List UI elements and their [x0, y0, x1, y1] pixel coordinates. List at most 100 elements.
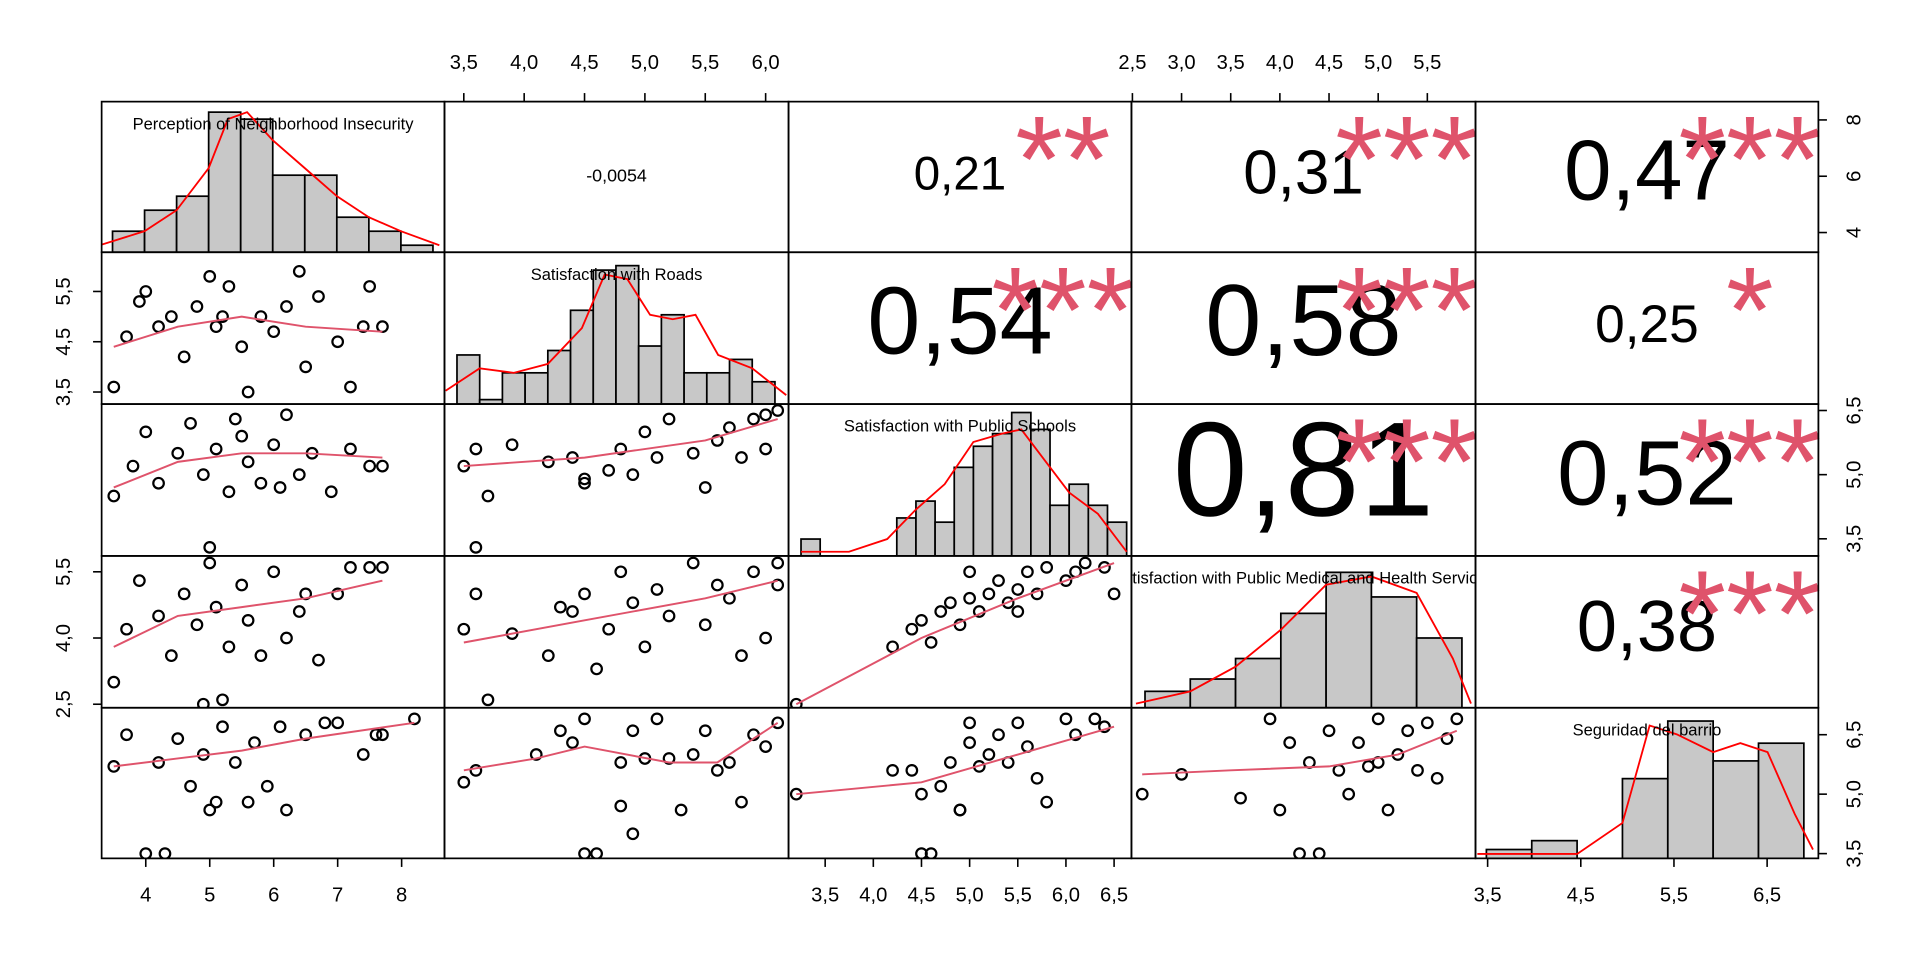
- histogram-bar: [991, 432, 1013, 556]
- histogram-bar: [1370, 596, 1418, 708]
- x-tick-label: 5,0: [1364, 52, 1392, 74]
- scatter-point: [626, 468, 640, 482]
- scatter-point: [267, 325, 281, 339]
- scatter-panel: [789, 712, 1115, 859]
- x-tick-label: 7: [332, 885, 343, 907]
- x-tick-label: 4: [140, 885, 151, 907]
- scatter-point: [241, 613, 255, 627]
- scatter-point: [1059, 712, 1073, 726]
- scatter-point: [408, 712, 421, 726]
- correlation-value: 0,47: [1564, 123, 1730, 218]
- scatter-point: [686, 446, 700, 460]
- scatter-point: [886, 764, 899, 777]
- histogram-bar: [1325, 571, 1373, 708]
- scatter-point: [944, 756, 957, 769]
- scatter-point: [299, 728, 313, 742]
- scatter-point: [209, 442, 223, 456]
- y-tick-label: 5,5: [53, 277, 75, 305]
- significance-stars: ***: [1678, 545, 1821, 682]
- scatter-point: [133, 574, 146, 588]
- histogram-bar: [546, 349, 572, 405]
- histogram-bar: [400, 244, 434, 253]
- diagonal-panel: Seguridad del barrio: [1477, 720, 1814, 859]
- x-tick-label: 3,5: [1474, 885, 1502, 907]
- diagonal-panel: Satisfaction with Public Schools: [800, 411, 1128, 556]
- scatter-point: [759, 631, 773, 645]
- scatter-point: [171, 732, 185, 746]
- scatter-point: [924, 636, 938, 649]
- scatter-point: [1263, 712, 1277, 726]
- histogram-bar: [637, 345, 663, 405]
- scatter-point: [363, 459, 377, 473]
- scatter-point: [602, 622, 616, 636]
- y-tick-label: 2,5: [53, 690, 75, 718]
- scatter-point: [280, 631, 293, 645]
- scatter-point: [1273, 803, 1287, 817]
- scatter-point: [789, 697, 803, 708]
- scatter-point: [469, 540, 483, 554]
- scatter-point: [299, 360, 313, 374]
- scatter-panel: [789, 556, 1121, 708]
- scatter-point: [1011, 605, 1025, 618]
- scatter-point: [650, 712, 664, 726]
- histogram-bar: [1415, 637, 1463, 708]
- scatter-point: [241, 455, 255, 469]
- scatter-point: [578, 476, 591, 490]
- scatter-point: [273, 481, 287, 494]
- scatter-point: [107, 675, 121, 689]
- scatter-panel: [1135, 712, 1464, 859]
- scatter-point: [747, 412, 760, 426]
- scatter-point: [554, 600, 567, 614]
- histogram-bar: [368, 230, 402, 253]
- scatter-point: [1293, 847, 1306, 859]
- scatter-point: [662, 752, 676, 765]
- scatter-point: [638, 640, 652, 654]
- significance-stars: ***: [1335, 91, 1478, 228]
- scatter-point: [915, 613, 928, 627]
- scatter-point: [203, 270, 217, 283]
- diagonal-panel: Satisfaction with Roads: [445, 264, 787, 405]
- correlation-value: 0,52: [1557, 420, 1737, 524]
- scatter-point: [698, 618, 712, 632]
- scatter-panel: [107, 264, 389, 399]
- scatter-point: [1342, 787, 1356, 801]
- scatter-point: [184, 779, 197, 793]
- scatter-point: [905, 622, 919, 636]
- scatter-point: [963, 591, 976, 605]
- smooth-line: [796, 725, 1115, 796]
- histogram-bar: [569, 309, 595, 405]
- scatter-point: [203, 556, 217, 570]
- scatter-point: [614, 756, 628, 769]
- histogram-bar: [1757, 742, 1805, 859]
- y-tick-label: 4,0: [53, 624, 75, 652]
- scatter-point: [934, 779, 948, 793]
- scatter-point: [1135, 787, 1149, 801]
- scatter-point: [203, 803, 217, 817]
- scatter-point: [331, 587, 345, 601]
- x-tick-label: 5,5: [691, 52, 719, 74]
- scatter-point: [267, 438, 281, 452]
- scatter-point: [771, 404, 785, 417]
- scatter-point: [177, 587, 191, 601]
- scatter-point: [771, 556, 785, 570]
- scatter-point: [107, 380, 121, 394]
- scatter-point: [529, 748, 543, 761]
- scatter-point: [481, 489, 495, 503]
- scatter-point: [662, 412, 676, 426]
- density-curve: [801, 428, 1128, 553]
- scatter-point: [344, 561, 357, 574]
- variable-name: Satisfaction with Public Medical and Hea…: [1112, 569, 1495, 588]
- scatter-point: [469, 764, 483, 777]
- scatter-point: [126, 459, 140, 473]
- scatter-panel: [457, 556, 785, 707]
- scatter-point: [554, 724, 567, 738]
- correlation-value: 0,81: [1173, 395, 1434, 544]
- x-tick-label: 4,5: [907, 885, 935, 907]
- scatter-point: [164, 310, 178, 323]
- smooth-line: [463, 721, 779, 772]
- scatter-point: [376, 320, 389, 334]
- scatter-point: [222, 280, 236, 293]
- scatter-panel: [107, 712, 421, 859]
- significance-stars: **: [1015, 91, 1110, 228]
- scatter-point: [915, 787, 928, 801]
